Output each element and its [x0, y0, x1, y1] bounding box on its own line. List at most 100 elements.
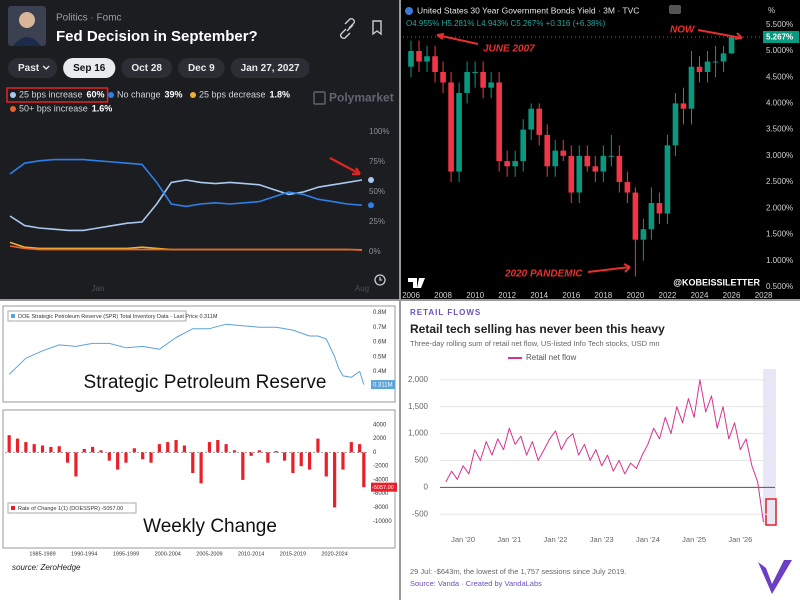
candle-body	[472, 71, 478, 73]
candle-body	[416, 51, 422, 62]
panel-background	[0, 0, 400, 300]
legend-swatch	[10, 92, 16, 98]
bar	[107, 452, 111, 461]
legend-value: 39%	[165, 89, 183, 99]
bar	[191, 452, 195, 474]
y-tick-label: 50%	[369, 187, 385, 196]
candle-body	[576, 155, 583, 193]
candle-body	[672, 103, 679, 146]
price-tag	[763, 31, 799, 44]
avatar-suit	[13, 37, 41, 46]
data-line	[8, 323, 365, 385]
candle-body	[456, 92, 462, 172]
tab-label[interactable]: Oct 28	[131, 63, 162, 74]
source: source: ZeroHedge	[12, 563, 81, 572]
bar	[57, 446, 61, 453]
candle-body	[528, 108, 535, 130]
candle-body	[712, 61, 719, 63]
tab[interactable]	[177, 58, 225, 78]
x-tick-label: 2024	[691, 291, 709, 300]
candle-body	[608, 155, 615, 157]
highlight-box	[765, 498, 777, 526]
bar	[358, 444, 362, 453]
breadcrumb: Politics · Fomc	[56, 13, 122, 24]
x-tick-label: 1985-1989	[29, 551, 55, 557]
legend-swatch	[190, 92, 196, 98]
source: Source: Vanda · Created by VandaLabs	[410, 579, 542, 588]
candle-body	[432, 56, 438, 72]
tab[interactable]	[8, 58, 58, 78]
brand-icon	[313, 91, 326, 105]
y-tick-label: 0.8M	[373, 310, 386, 316]
x-tick-label: 2005-2009	[196, 551, 222, 557]
legend-box	[7, 310, 187, 322]
y-tick-label: 3.000%	[766, 151, 793, 160]
footnote: 29 Jul: -$643m, the lowest of the 1,757 …	[410, 567, 626, 576]
avatar-face	[19, 12, 35, 28]
candle-body	[648, 203, 655, 230]
vanda-logo	[758, 560, 792, 594]
ohlc-readout: O4.955% H5.281% L4.943% C5.267% +0.316 (…	[406, 19, 606, 28]
price-tag-label: 5.267%	[766, 33, 793, 42]
tab[interactable]	[121, 58, 172, 78]
y-tick-label: 2.500%	[766, 177, 793, 186]
y-tick-label: 2.000%	[766, 203, 793, 212]
y-tick-label: -500	[412, 509, 429, 518]
link-icon[interactable]	[340, 18, 355, 39]
x-tick-label: Jan '24	[636, 535, 660, 544]
bar	[7, 435, 11, 453]
tab-label[interactable]: Jan 27, 2027	[241, 63, 300, 74]
bar	[82, 448, 86, 453]
legend-swatch	[108, 92, 114, 98]
tab-label[interactable]: Past	[18, 63, 40, 74]
y-tick-label: 0.6M	[373, 340, 386, 346]
tab-label[interactable]: Sep 16	[73, 63, 106, 74]
x-tick-label: Jan '26	[728, 535, 752, 544]
y-tick-label: 2000	[373, 436, 387, 442]
y-tick-label: 25%	[369, 217, 385, 226]
kicker: RETAIL FLOWS	[410, 308, 481, 317]
value-tag-label: -5057.00	[372, 485, 394, 491]
bar	[232, 450, 237, 453]
candle-body	[584, 155, 591, 167]
annotation: JUNE 2007	[483, 44, 535, 55]
bar	[141, 452, 145, 460]
annotation: 2020 PANDEMIC	[504, 269, 583, 280]
y-tick-label: 1,500	[408, 402, 429, 411]
data-line	[445, 379, 764, 522]
x-tick-label: 1990-1994	[71, 551, 97, 557]
bar	[132, 448, 136, 453]
bar	[49, 446, 53, 453]
highlight-box	[6, 87, 109, 103]
x-tick-label: 2000-2004	[155, 551, 181, 557]
x-tick-label: 2026	[723, 291, 741, 300]
bar	[166, 442, 170, 453]
bar	[199, 452, 203, 484]
clock-icon[interactable]	[374, 274, 386, 286]
bar	[157, 444, 161, 453]
x-tick-label: 1995-1999	[113, 551, 139, 557]
legend-swatch	[11, 314, 15, 318]
unit-label: %	[768, 6, 775, 15]
bar	[341, 452, 345, 470]
candle-body	[664, 145, 671, 214]
bookmark-icon[interactable]	[372, 20, 382, 36]
menu-icon[interactable]	[669, 5, 681, 14]
panel-background	[0, 300, 400, 600]
x-tick-label: 2010-2014	[238, 551, 264, 557]
bar	[24, 442, 28, 453]
tab-label[interactable]: Dec 9	[188, 63, 215, 74]
tab[interactable]	[230, 58, 310, 78]
bar	[266, 452, 270, 463]
legend-box	[7, 502, 137, 514]
tab[interactable]	[63, 58, 116, 78]
y-tick-label: 100%	[369, 127, 389, 136]
candle-body	[448, 82, 454, 172]
bar	[116, 452, 120, 470]
candle-body	[640, 229, 647, 240]
arrow	[697, 29, 743, 40]
y-tick-label: 0.4M	[373, 369, 386, 375]
end-dot	[368, 177, 374, 183]
